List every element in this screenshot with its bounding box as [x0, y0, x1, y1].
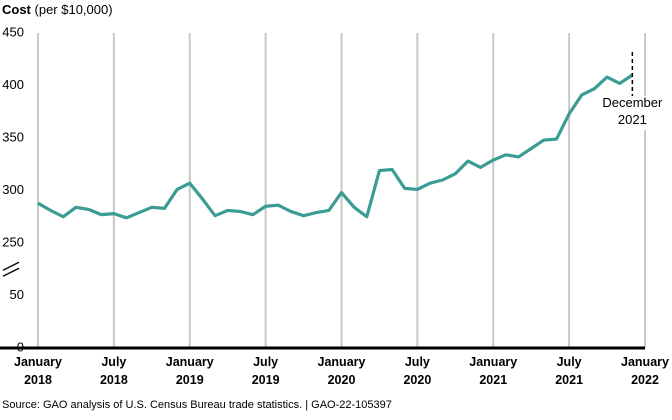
data-line — [37, 73, 634, 220]
x-tick-label: January 2020 — [318, 355, 366, 387]
y-label-unit: (per $10,000) — [35, 2, 113, 17]
y-tick-label: 250 — [2, 234, 24, 249]
x-tick-label: July 2020 — [403, 355, 431, 387]
x-tick-label: July 2019 — [252, 355, 280, 387]
axis-break — [2, 267, 20, 277]
y-label: Cost — [2, 2, 32, 17]
y-axis-label: Cost (per $10,000) — [2, 2, 113, 17]
y-tick-label: 350 — [2, 129, 24, 144]
x-tick-label: January 2018 — [14, 355, 62, 387]
y-tick-label: 300 — [2, 182, 24, 197]
y-tick-label: 450 — [2, 24, 24, 39]
annotation-text: December 2021 — [602, 95, 663, 127]
x-tick-label: July 2018 — [100, 355, 128, 387]
x-tick-label: January 2022 — [621, 355, 669, 387]
y-tick-label: 50 — [10, 287, 24, 302]
axis-break — [2, 261, 20, 271]
x-tick-label: July 2021 — [555, 355, 583, 387]
source-note: Source: GAO analysis of U.S. Census Bure… — [2, 399, 392, 411]
y-tick-label: 400 — [2, 77, 24, 92]
x-tick-label: January 2021 — [469, 355, 517, 387]
annotation-bg — [599, 96, 666, 130]
x-tick-label: January 2019 — [166, 355, 214, 387]
